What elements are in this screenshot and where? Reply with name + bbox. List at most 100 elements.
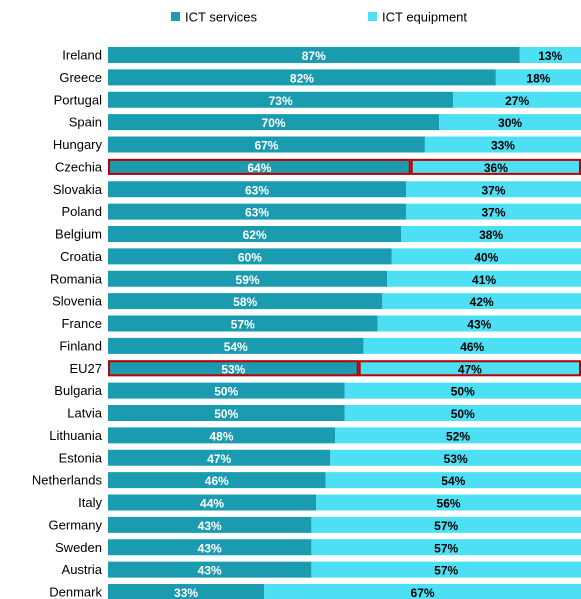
bar-segment xyxy=(387,270,581,287)
legend-label: ICT equipment xyxy=(382,10,467,25)
value-label: 13% xyxy=(538,49,562,63)
bar-segment xyxy=(108,158,411,175)
bar-segment xyxy=(325,472,581,489)
value-label: 62% xyxy=(243,228,267,242)
y-tick-label: Czechia xyxy=(55,159,103,174)
value-label: 43% xyxy=(198,564,222,578)
legend-swatch xyxy=(368,12,377,21)
value-label: 18% xyxy=(526,71,550,85)
y-tick-label: Poland xyxy=(62,204,102,219)
value-label: 46% xyxy=(460,340,484,354)
y-tick-label: Croatia xyxy=(60,249,103,264)
value-label: 67% xyxy=(254,139,278,153)
y-tick-label: Sweden xyxy=(55,540,102,555)
bar-segment xyxy=(363,337,581,354)
y-tick-label: Greece xyxy=(59,70,102,85)
y-tick-label: Finland xyxy=(59,338,102,353)
value-label: 63% xyxy=(245,183,269,197)
bar-segment xyxy=(108,293,383,310)
bar-segment xyxy=(311,539,581,556)
value-label: 47% xyxy=(458,362,482,376)
bar-segment xyxy=(453,91,581,108)
y-tick-label: Hungary xyxy=(53,137,103,152)
value-label: 57% xyxy=(231,318,255,332)
bar-segment xyxy=(405,203,581,220)
bar-segment xyxy=(519,47,581,63)
value-label: 46% xyxy=(205,474,229,488)
bar-segment xyxy=(108,561,312,578)
y-tick-label: Netherlands xyxy=(32,473,103,488)
bar-segment xyxy=(344,382,581,399)
value-label: 57% xyxy=(434,541,458,555)
value-label: 40% xyxy=(474,250,498,264)
highlight-box xyxy=(410,158,581,175)
bar-segment xyxy=(439,114,581,131)
value-label: 48% xyxy=(210,429,234,443)
highlight-box xyxy=(358,360,581,377)
y-tick-label: EU27 xyxy=(69,361,102,376)
bar-segment xyxy=(108,337,364,354)
highlight-box xyxy=(108,158,411,175)
value-label: 67% xyxy=(411,586,435,599)
y-tick-label: Slovakia xyxy=(53,182,103,197)
y-tick-label: Spain xyxy=(69,115,102,130)
value-label: 58% xyxy=(233,295,257,309)
value-label: 59% xyxy=(236,273,260,287)
value-label: 37% xyxy=(481,183,505,197)
bar-segment xyxy=(391,248,581,265)
bar-segment xyxy=(108,427,336,444)
value-label: 27% xyxy=(505,94,529,108)
value-label: 50% xyxy=(214,385,238,399)
value-label: 54% xyxy=(441,474,465,488)
value-label: 50% xyxy=(214,407,238,421)
value-label: 54% xyxy=(224,340,248,354)
bar-segment xyxy=(264,584,581,599)
y-tick-label: Ireland xyxy=(62,48,102,63)
bar-segment xyxy=(358,360,581,377)
bar-segment xyxy=(108,270,388,287)
bar-segment xyxy=(108,91,454,108)
value-label: 64% xyxy=(247,161,271,175)
value-label: 73% xyxy=(269,94,293,108)
bar-segment xyxy=(311,516,581,533)
value-label: 57% xyxy=(434,519,458,533)
y-tick-label: Belgium xyxy=(55,227,102,242)
bar-segment xyxy=(108,405,345,421)
bar-segment xyxy=(108,360,359,377)
value-label: 60% xyxy=(238,250,262,264)
bar-segment xyxy=(495,69,581,86)
y-tick-label: Romania xyxy=(50,271,103,286)
y-tick-label: Italy xyxy=(78,495,102,510)
bar-segment xyxy=(108,47,520,63)
value-label: 42% xyxy=(470,295,494,309)
bar-segment xyxy=(311,561,581,578)
bar-segment xyxy=(108,248,392,265)
y-tick-label: Denmark xyxy=(49,585,102,599)
bar-segment xyxy=(108,539,312,556)
bar-segment xyxy=(330,449,581,466)
value-label: 37% xyxy=(481,206,505,220)
value-label: 56% xyxy=(437,497,461,511)
legend-label: ICT services xyxy=(185,10,257,25)
bar-segment xyxy=(335,427,581,444)
value-label: 87% xyxy=(302,49,326,63)
value-label: 30% xyxy=(498,116,522,130)
bar-segment xyxy=(108,584,265,599)
bar-segment xyxy=(108,315,378,332)
bar-segment xyxy=(405,181,581,198)
value-label: 44% xyxy=(200,497,224,511)
value-label: 57% xyxy=(434,564,458,578)
value-label: 52% xyxy=(446,429,470,443)
bar-segment xyxy=(108,382,345,399)
value-label: 47% xyxy=(207,452,231,466)
bar-segment xyxy=(316,494,581,511)
y-tick-label: Estonia xyxy=(59,450,103,465)
value-label: 33% xyxy=(174,586,198,599)
y-tick-label: Slovenia xyxy=(52,294,103,309)
value-label: 36% xyxy=(484,161,508,175)
value-label: 33% xyxy=(491,139,515,153)
bar-segment xyxy=(424,136,581,153)
bar-segment xyxy=(344,405,581,421)
legend-swatch xyxy=(171,12,180,21)
